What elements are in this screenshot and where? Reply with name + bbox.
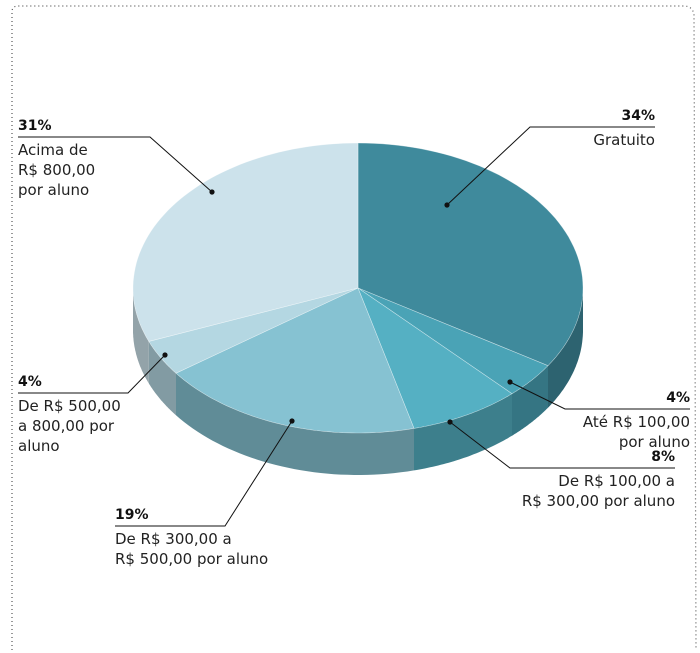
dotted-border xyxy=(11,5,697,651)
value-label: 31% xyxy=(18,118,52,134)
leader-line xyxy=(18,136,213,193)
category-label: De R$ 100,00 a R$ 300,00 por aluno xyxy=(521,472,675,510)
category-label: Até R$ 100,00 por aluno xyxy=(582,413,690,451)
leader-line xyxy=(446,126,655,206)
slice-side xyxy=(512,365,548,436)
category-label: De R$ 500,00 a 800,00 por aluno xyxy=(18,397,121,455)
category-label: Acima de R$ 800,00 por aluno xyxy=(18,141,96,199)
category-label: De R$ 300,00 a R$ 500,00 por aluno xyxy=(115,530,269,568)
leader-dot xyxy=(209,189,215,195)
slice-side xyxy=(133,288,149,384)
leader-line xyxy=(115,420,293,527)
leader-dot xyxy=(507,379,513,385)
value-label: 4% xyxy=(18,374,42,390)
slice xyxy=(357,287,513,429)
slice xyxy=(357,142,584,367)
slice xyxy=(132,142,359,342)
slice xyxy=(175,287,415,434)
category-label: Gratuito xyxy=(593,131,655,149)
slice xyxy=(148,287,359,374)
slice-side xyxy=(148,341,176,416)
leader-line xyxy=(18,354,166,394)
value-label: 8% xyxy=(651,449,675,465)
slice-side xyxy=(176,373,414,475)
value-label: 19% xyxy=(115,507,149,523)
leader-dot xyxy=(162,352,168,358)
leader-dot xyxy=(444,202,450,208)
value-label: 34% xyxy=(621,108,655,124)
slice-side xyxy=(548,288,583,408)
leader-dot xyxy=(289,418,295,424)
leader-dot xyxy=(447,419,453,425)
leader-line xyxy=(509,381,690,410)
leader-line xyxy=(449,421,675,469)
slice xyxy=(357,287,549,395)
value-label: 4% xyxy=(666,390,690,406)
